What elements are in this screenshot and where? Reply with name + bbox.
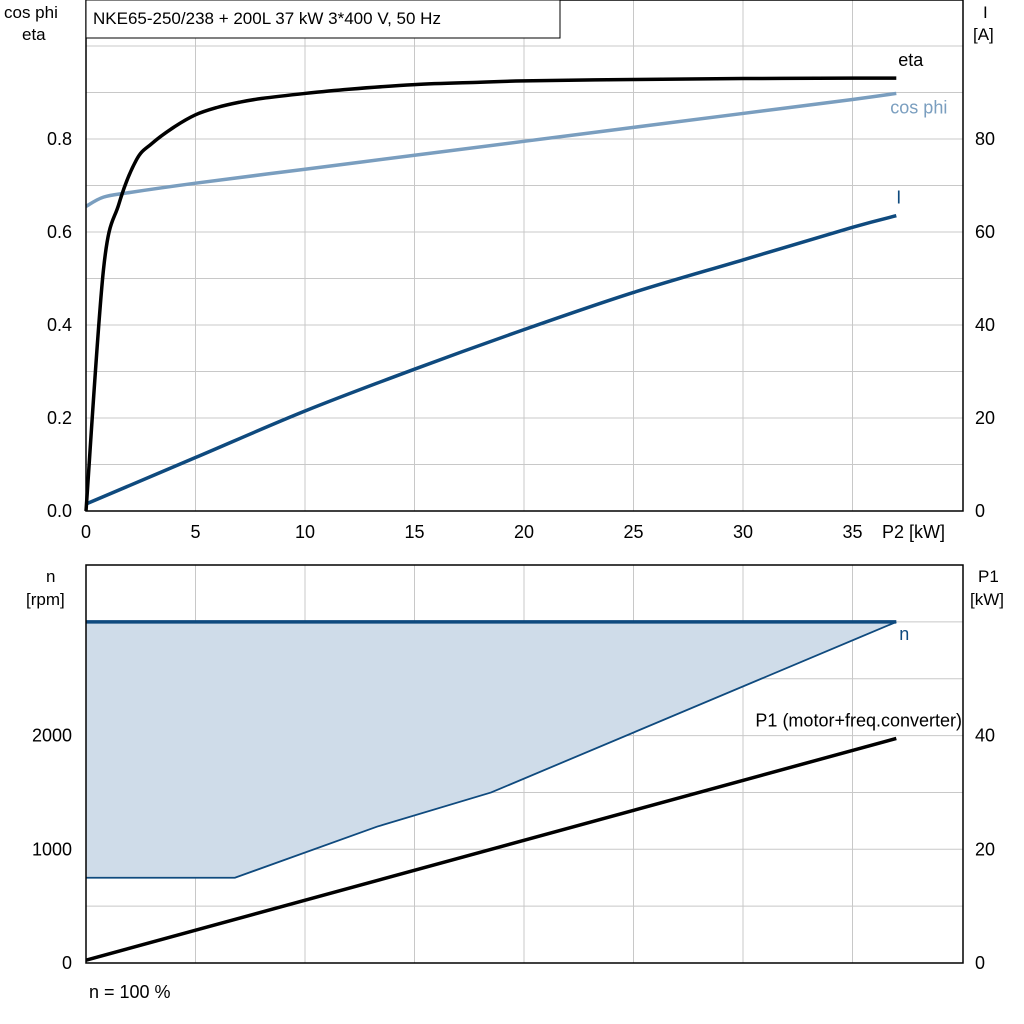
right-y-tick-label: 40 bbox=[975, 726, 995, 746]
right-axis-label-kw: [kW] bbox=[970, 590, 1004, 609]
right-y-tick-label: 0 bbox=[975, 953, 985, 973]
left-axis-label-rpm: [rpm] bbox=[26, 590, 65, 609]
cosphi-series-label: cos phi bbox=[890, 97, 947, 117]
right-y-tick-label: 40 bbox=[975, 315, 995, 335]
eta-line bbox=[84, 76, 897, 512]
top-ticks: 0 5 10 15 20 25 30 35 0.0 0.2 0.4 0.6 0.8 0 20 40 60 80 bbox=[47, 129, 995, 542]
top-plot-frame bbox=[85, 0, 964, 512]
x-tick-label: 20 bbox=[514, 522, 534, 542]
cosphi-line bbox=[85, 91, 897, 208]
x-tick-label: 15 bbox=[404, 522, 424, 542]
x-tick-label: 35 bbox=[842, 522, 862, 542]
speed-min-line bbox=[86, 621, 897, 879]
left-y-tick-label: 0 bbox=[62, 953, 72, 973]
left-y-tick-label: 0.4 bbox=[47, 315, 72, 335]
top-series: eta cos phi I bbox=[84, 50, 947, 512]
right-axis-label-i: I bbox=[983, 3, 988, 22]
left-y-tick-label: 1000 bbox=[32, 839, 72, 859]
right-y-tick-label: 60 bbox=[975, 222, 995, 242]
left-y-tick-label: 2000 bbox=[32, 726, 72, 746]
speed-range-area bbox=[86, 621, 897, 878]
current-line bbox=[85, 214, 897, 506]
right-axis-label-unit-a: [A] bbox=[973, 25, 994, 44]
p1-line bbox=[85, 736, 897, 962]
right-y-tick-label: 20 bbox=[975, 839, 995, 859]
bottom-plot-frame bbox=[85, 564, 964, 964]
left-axis-label-eta: eta bbox=[22, 25, 46, 44]
right-y-tick-label: 20 bbox=[975, 408, 995, 428]
x-axis-label: P2 [kW] bbox=[882, 522, 945, 542]
bottom-panel: n P1 (motor+freq.converter) 0 1000 2000 0 20 4… bbox=[26, 564, 1004, 1002]
right-axis-label-p1: P1 bbox=[978, 567, 999, 586]
current-series-label: I bbox=[896, 188, 901, 208]
right-y-tick-label: 80 bbox=[975, 129, 995, 149]
left-axis-label-n: n bbox=[46, 567, 55, 586]
left-y-tick-label: 0.8 bbox=[47, 129, 72, 149]
title-box-frame bbox=[85, 0, 561, 39]
speed-series-label: n bbox=[899, 624, 909, 644]
footer-note: n = 100 % bbox=[89, 982, 171, 1002]
top-panel: eta cos phi I 0 5 10 15 20 25 30 35 0.0 0.2 0.4 0.6 0.… bbox=[4, 0, 995, 542]
left-y-tick-label: 0.6 bbox=[47, 222, 72, 242]
bottom-series: n P1 (motor+freq.converter) bbox=[85, 620, 962, 962]
p1-series-label: P1 (motor+freq.converter) bbox=[755, 710, 962, 730]
x-tick-label: 0 bbox=[81, 522, 91, 542]
top-grid bbox=[86, 0, 963, 511]
x-tick-label: 30 bbox=[733, 522, 753, 542]
left-y-tick-label: 0.0 bbox=[47, 501, 72, 521]
eta-series-label: eta bbox=[898, 50, 924, 70]
title-box: NKE65-250/238 + 200L 37 kW 3*400 V, 50 H… bbox=[85, 0, 561, 39]
chart-title: NKE65-250/238 + 200L 37 kW 3*400 V, 50 H… bbox=[93, 9, 441, 28]
right-y-tick-label: 0 bbox=[975, 501, 985, 521]
bottom-ticks: 0 1000 2000 0 20 40 bbox=[32, 726, 995, 973]
x-tick-label: 5 bbox=[190, 522, 200, 542]
x-tick-label: 25 bbox=[623, 522, 643, 542]
left-axis-label-cosphi: cos phi bbox=[4, 3, 58, 22]
left-y-tick-label: 0.2 bbox=[47, 408, 72, 428]
x-tick-label: 10 bbox=[295, 522, 315, 542]
